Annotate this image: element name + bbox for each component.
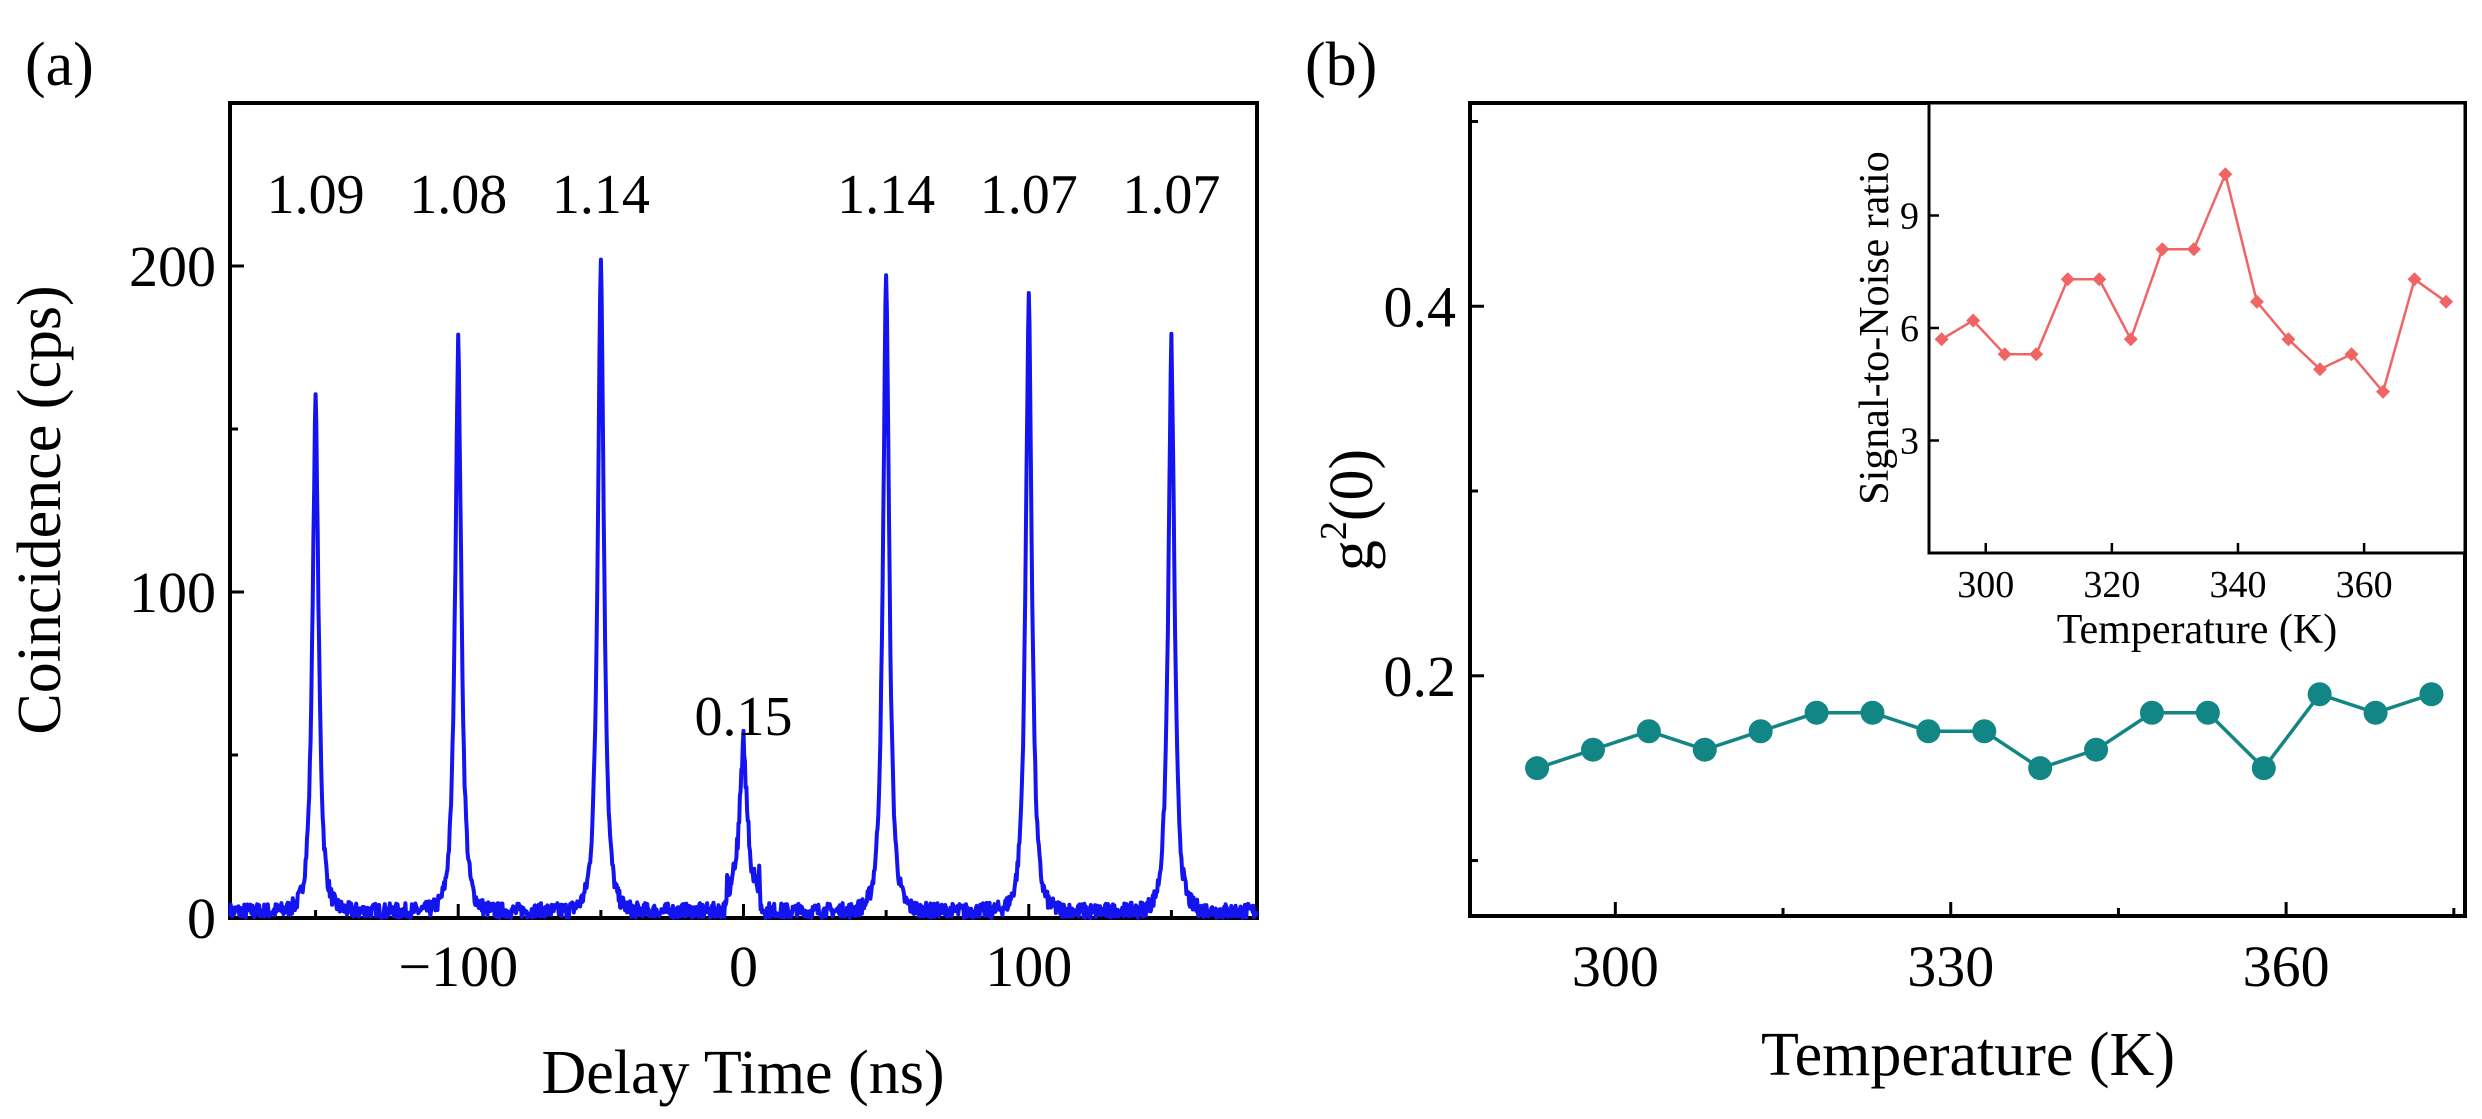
inset-x-tick-label: 340 [2209, 564, 2266, 606]
y-tick-label: 0.2 [1384, 644, 1457, 709]
inset-frame [1927, 101, 2467, 555]
g2-data-point [2195, 700, 2220, 725]
snr-data-point [2439, 294, 2454, 309]
g2-data-point [1580, 737, 1605, 762]
inset-y-tick-label: 6 [1900, 308, 1919, 350]
panel-b-y-ticks: 0.2 0.4 [1384, 119, 1484, 863]
inset-x-tick-label: 300 [1957, 564, 2014, 606]
coincidence-trace [228, 257, 1259, 920]
y-tick-label: 100 [129, 560, 216, 625]
panel-b-y-axis-label: g2(0) [1313, 449, 1386, 571]
g2-data-point [2139, 700, 2164, 725]
peak-value-label: 1.14 [837, 164, 935, 226]
snr-data-point [1934, 332, 1949, 347]
snr-data-point [2281, 332, 2296, 347]
panel-a-y-axis-label: Coincidence (cps) [6, 285, 74, 734]
snr-data-point [2123, 332, 2138, 347]
peak-value-label: 0.15 [695, 686, 793, 748]
snr-data-point [2092, 272, 2107, 287]
snr-series-points [1934, 167, 2454, 399]
peak-value-label: 1.08 [409, 164, 507, 226]
g2-data-point [1860, 700, 1885, 725]
panel-a-label: (a) [25, 31, 94, 99]
inset-x-axis-label: Temperature (K) [2057, 607, 2337, 653]
panel-a-x-axis-label: Delay Time (ns) [542, 1039, 945, 1107]
inset-y-ticks: 3 6 9 [1900, 196, 1939, 463]
snr-data-point [1966, 313, 1981, 328]
g2-data-point [2307, 682, 2332, 707]
g2-data-point [2363, 700, 2388, 725]
snr-data-point [2029, 347, 2044, 362]
g2-series-points [1525, 682, 2444, 781]
g2-data-point [1525, 756, 1550, 781]
g2-data-point [2251, 756, 2276, 781]
g2-data-point [1804, 700, 1829, 725]
snr-data-point [2312, 362, 2327, 377]
peak-value-label: 1.14 [552, 164, 650, 226]
y-tick-label: 0.4 [1384, 274, 1457, 339]
inset-y-tick-label: 9 [1900, 196, 1919, 238]
panel-a-x-ticks: −100 0 100 [314, 904, 1173, 999]
peak-value-label: 1.09 [267, 164, 365, 226]
g2-data-point [2419, 682, 2444, 707]
x-tick-label: 300 [1572, 934, 1659, 999]
panel-b-x-axis-label: Temperature (K) [1761, 1021, 2175, 1089]
y-tick-label: 0 [187, 886, 216, 951]
panel-b: (b) 300 330 360 0.2 0.4 Temperature (K) g2(… [1305, 31, 2467, 1089]
x-tick-label: 360 [2243, 934, 2330, 999]
g2-data-point [1636, 719, 1661, 744]
inset-x-tick-label: 360 [2336, 564, 2393, 606]
snr-data-point [2249, 294, 2264, 309]
snr-data-point [2376, 384, 2391, 399]
x-tick-label: 330 [1907, 934, 1994, 999]
panel-a-peak-labels: 1.09 1.08 1.14 0.15 1.14 1.07 1.07 [267, 164, 1221, 748]
g2-data-point [1692, 737, 1717, 762]
inset-x-ticks: 300 320 340 360 [1957, 543, 2393, 606]
snr-data-point [2186, 242, 2201, 257]
panel-a: (a) −100 0 100 0 100 200 1.09 1.08 1.14 0.15 1.1… [6, 31, 1259, 1107]
g2-data-point [1748, 719, 1773, 744]
panel-b-x-ticks: 300 330 360 [1572, 902, 2456, 999]
snr-data-point [2344, 347, 2359, 362]
peak-value-label: 1.07 [980, 164, 1078, 226]
panel-b-label: (b) [1305, 31, 1377, 99]
x-tick-label: 0 [729, 934, 758, 999]
g2-data-point [2028, 756, 2053, 781]
panel-a-frame [228, 101, 1259, 920]
snr-data-point [2155, 242, 2170, 257]
peak-value-label: 1.07 [1122, 164, 1220, 226]
snr-data-point [1997, 347, 2012, 362]
x-tick-label: 100 [985, 934, 1072, 999]
snr-data-point [2060, 272, 2075, 287]
inset: 300 320 340 360 3 6 9 Temperature (K) Signal-… [1852, 101, 2467, 653]
inset-y-axis-label: Signal-to-Noise ratio [1852, 151, 1898, 504]
inset-x-tick-label: 320 [2083, 564, 2140, 606]
snr-data-point [2218, 167, 2233, 182]
inset-y-tick-label: 3 [1900, 421, 1919, 463]
x-tick-label: −100 [398, 934, 518, 999]
snr-data-point [2407, 272, 2422, 287]
g2-data-point [2084, 737, 2109, 762]
g2-data-point [1916, 719, 1941, 744]
g2-data-point [1972, 719, 1997, 744]
panel-a-y-ticks: 0 100 200 [129, 234, 244, 951]
y-tick-label: 200 [129, 234, 216, 299]
